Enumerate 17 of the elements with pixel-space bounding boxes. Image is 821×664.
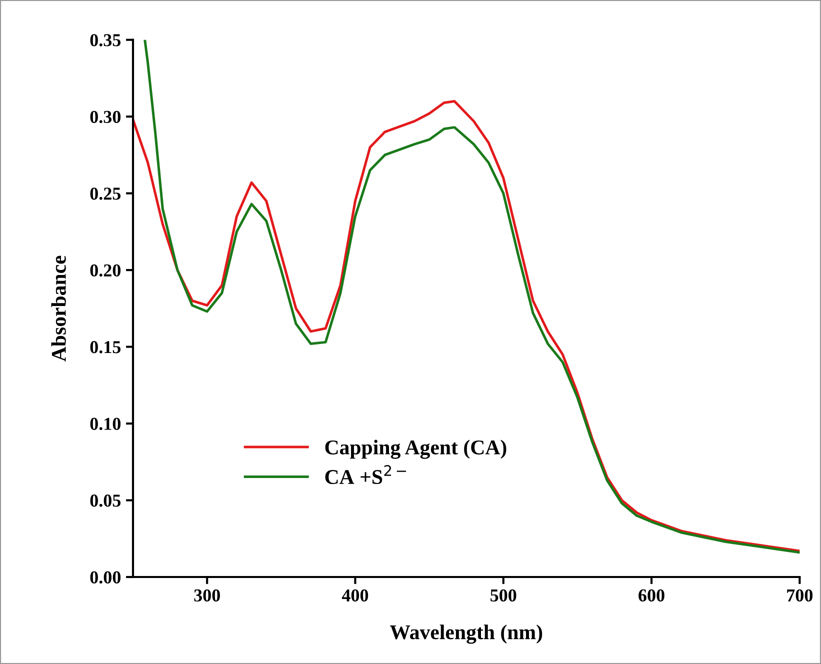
- y-tick-label: 0.35: [90, 34, 121, 46]
- y-tick-label: 0.00: [90, 571, 121, 584]
- y-tick-label: 0.20: [90, 264, 121, 277]
- x-tick-label: 600: [638, 589, 664, 602]
- y-tick-label: 0.10: [90, 418, 121, 430]
- y-tick-label: 0.25: [90, 188, 121, 200]
- x-tick-label: 500: [490, 589, 516, 602]
- x-tick-label: 700: [787, 589, 813, 602]
- y-tick-label: 0.15: [90, 341, 121, 354]
- legend-label: CA +S$^{2−}$: [325, 465, 406, 484]
- legend-label: Capping Agent (CA): [325, 440, 506, 459]
- y-tick-label: 0.05: [90, 494, 121, 507]
- y-tick-label: 0.30: [90, 110, 121, 124]
- x-tick-label: 400: [342, 589, 368, 602]
- x-axis-title: Wavelength (nm): [390, 624, 542, 644]
- y-axis-title: Absorbance: [51, 256, 66, 362]
- x-tick-label: 300: [194, 589, 220, 602]
